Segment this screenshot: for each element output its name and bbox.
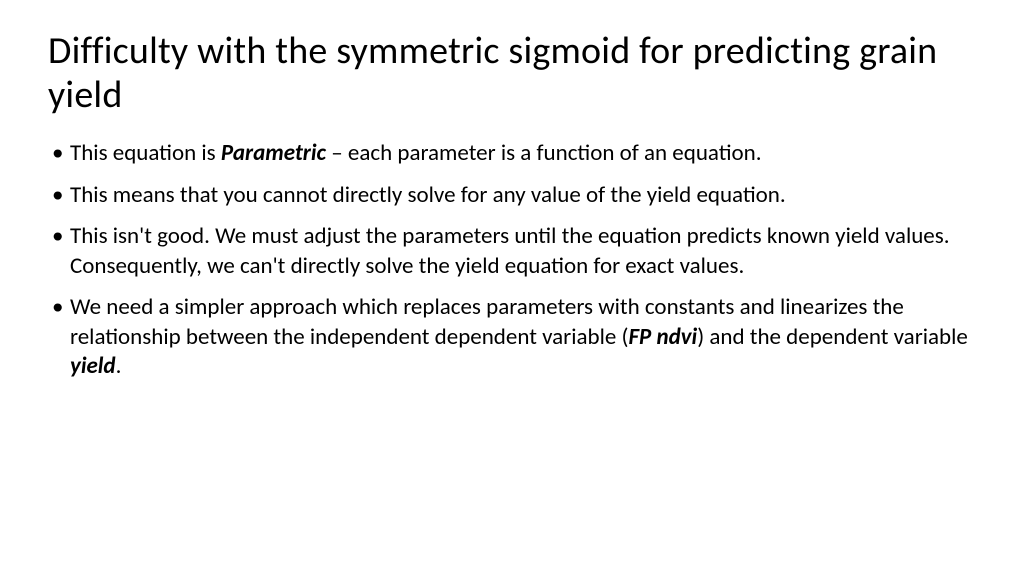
bullet-1: This equation is Parametric – each param… (48, 139, 976, 168)
slide-title: Difficulty with the symmetric sigmoid fo… (48, 30, 976, 117)
bullet-4-term1: FP ndvi (628, 323, 697, 351)
bullet-4: We need a simpler approach which replace… (48, 293, 976, 381)
bullet-3: This isn't good. We must adjust the para… (48, 222, 976, 281)
bullet-1-pre: This equation is (70, 139, 221, 167)
bullet-1-term: Parametric (221, 139, 326, 167)
slide: Difficulty with the symmetric sigmoid fo… (0, 0, 1024, 576)
bullet-4-term2: yield (70, 352, 116, 380)
bullet-4-mid: ) and the dependent variable (697, 323, 968, 351)
bullet-1-post: – each parameter is a function of an equ… (326, 139, 762, 167)
bullet-4-post: . (116, 352, 122, 380)
bullet-2: This means that you cannot directly solv… (48, 181, 976, 210)
bullet-list: This equation is Parametric – each param… (48, 139, 976, 381)
